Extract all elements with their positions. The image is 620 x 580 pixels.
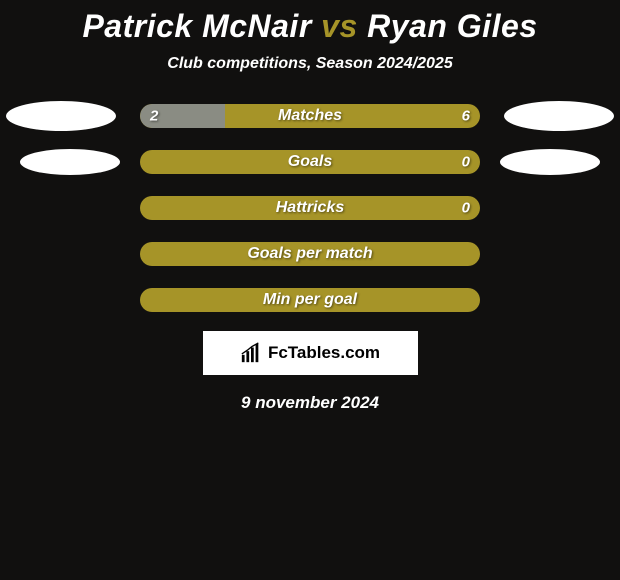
stat-label: Hattricks: [140, 199, 480, 217]
brand-text: FcTables.com: [268, 343, 380, 363]
stat-value-right: 6: [462, 108, 470, 125]
stat-label: Min per goal: [140, 291, 480, 309]
player2-logo-placeholder: [500, 149, 600, 175]
stat-bar: Hattricks0: [140, 196, 480, 220]
stat-bar: Min per goal: [140, 288, 480, 312]
page-title: Patrick McNair vs Ryan Giles: [0, 8, 620, 45]
vs-text: vs: [321, 8, 358, 44]
stat-label: Goals: [140, 153, 480, 171]
player1-logo-placeholder: [6, 101, 116, 131]
stat-row: Goals per match: [0, 239, 620, 269]
stat-row: Hattricks0: [0, 193, 620, 223]
stat-label: Matches: [140, 107, 480, 125]
stat-value-right: 0: [462, 154, 470, 171]
stat-label: Goals per match: [140, 245, 480, 263]
stat-row: Min per goal: [0, 285, 620, 315]
stat-row: Goals0: [0, 147, 620, 177]
subtitle: Club competitions, Season 2024/2025: [0, 55, 620, 73]
chart-icon: [240, 342, 262, 364]
player2-name: Ryan Giles: [367, 8, 537, 44]
stat-value-left: 2: [150, 108, 158, 125]
stat-bar: Goals per match: [140, 242, 480, 266]
stat-bar: Goals0: [140, 150, 480, 174]
player1-name: Patrick McNair: [82, 8, 311, 44]
comparison-card: Patrick McNair vs Ryan Giles Club compet…: [0, 0, 620, 413]
stat-value-right: 0: [462, 200, 470, 217]
player1-logo-placeholder: [20, 149, 120, 175]
stat-rows: Matches26Goals0Hattricks0Goals per match…: [0, 101, 620, 315]
stat-bar: Matches2 6: [140, 104, 480, 128]
footer-date: 9 november 2024: [0, 393, 620, 413]
stat-row: Matches2 6: [0, 101, 620, 131]
player2-logo-placeholder: [504, 101, 614, 131]
brand-box: FcTables.com: [203, 331, 418, 375]
